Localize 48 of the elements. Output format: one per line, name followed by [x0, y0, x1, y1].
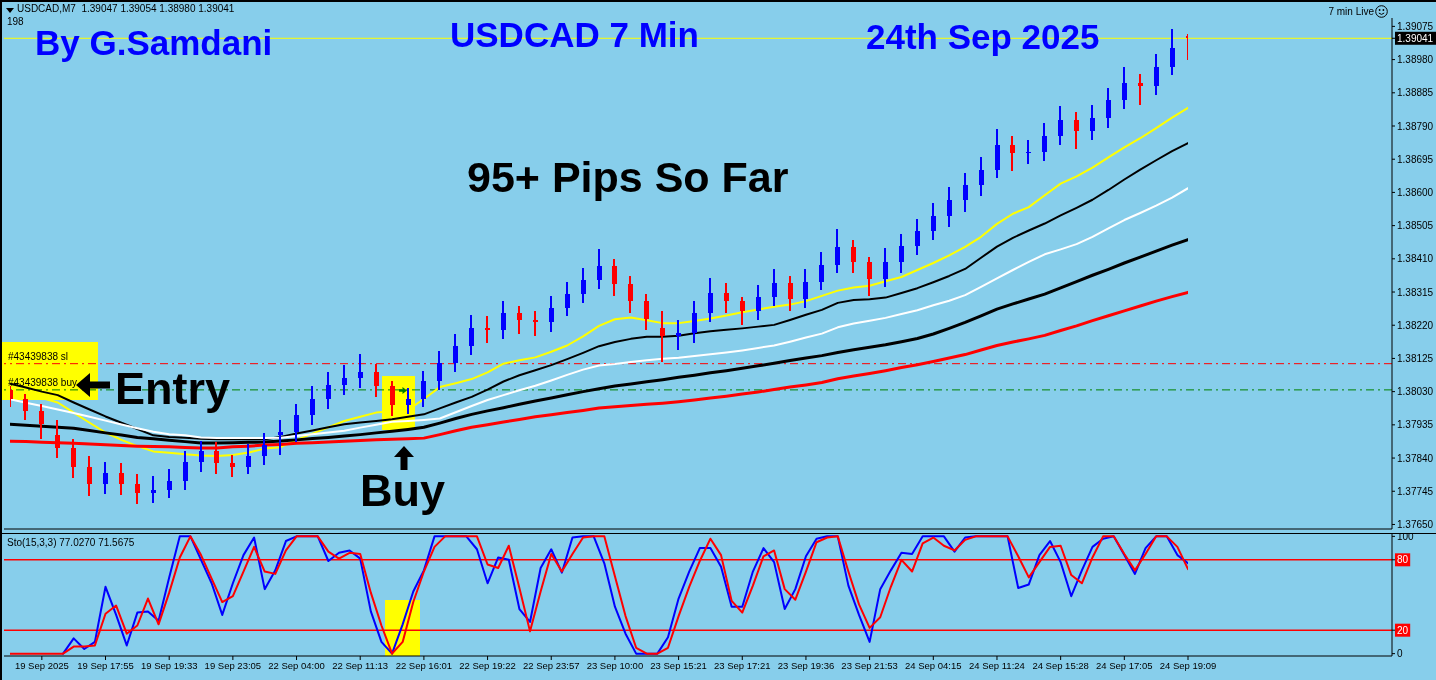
x-tick-label: 24 Sep 04:15 — [905, 659, 962, 671]
ref-line-label: #43439838 buy — [8, 376, 77, 388]
annotation: Entry — [115, 363, 231, 414]
x-tick-label: 23 Sep 17:21 — [714, 659, 771, 671]
x-tick-label: 19 Sep 23:05 — [204, 659, 262, 671]
y-tick-label: 1.38125 — [1397, 352, 1434, 364]
y-tick-label: 1.38695 — [1397, 153, 1434, 165]
y-tick-label: 1.38030 — [1397, 386, 1434, 398]
x-tick-label: 24 Sep 17:05 — [1096, 659, 1153, 671]
x-tick-label: 22 Sep 16:01 — [395, 659, 453, 671]
x-tick-label: 23 Sep 19:36 — [777, 659, 835, 671]
x-tick-label: 19 Sep 17:55 — [77, 659, 134, 671]
x-tick-label: 22 Sep 19:22 — [459, 659, 516, 671]
y-tick-label: 1.37935 — [1397, 419, 1434, 431]
x-tick-label: 24 Sep 19:09 — [1159, 659, 1217, 671]
x-tick-label: 24 Sep 15:28 — [1032, 659, 1089, 671]
x-tick-label: 24 Sep 11:24 — [969, 659, 1025, 671]
x-tick-label: 23 Sep 21:53 — [841, 659, 898, 671]
y-tick-label: 80 — [1397, 554, 1409, 566]
y-tick-label: 1.37840 — [1397, 452, 1434, 464]
x-tick-label: 19 Sep 19:33 — [140, 659, 198, 671]
ref-line-label: #43439838 sl — [8, 350, 69, 362]
x-tick-label: 22 Sep 11:13 — [332, 659, 389, 671]
y-tick-label: 1.38410 — [1397, 253, 1434, 265]
y-tick-label: 20 — [1397, 624, 1409, 636]
y-tick-label: 1.38600 — [1397, 186, 1434, 198]
x-tick-label: 22 Sep 04:00 — [268, 659, 325, 671]
y-tick-label: 1.39041 — [1397, 32, 1434, 44]
y-tick-label: 1.38790 — [1397, 120, 1434, 132]
y-tick-label: 1.37745 — [1397, 485, 1434, 497]
x-tick-label: 23 Sep 10:00 — [586, 659, 644, 671]
x-tick-label: 23 Sep 15:21 — [650, 659, 707, 671]
y-tick-label: 1.38505 — [1397, 220, 1434, 232]
annotation: 95+ Pips So Far — [467, 153, 789, 201]
y-tick-label: 1.38315 — [1397, 286, 1434, 298]
x-tick-label: 19 Sep 2025 — [14, 659, 69, 671]
y-tick-label: 1.38885 — [1397, 87, 1434, 99]
annotation: 198 — [7, 16, 24, 27]
chart-subtitle: USDCAD,M7 1.39047 1.39054 1.38980 1.39041 — [17, 3, 235, 14]
text: 7 min Live — [1328, 6, 1374, 17]
y-tick-label: 1.38220 — [1397, 319, 1434, 331]
y-tick-label: 1.37650 — [1397, 518, 1434, 530]
y-tick-label: 1.39075 — [1397, 20, 1434, 32]
y-tick-label: 1.38980 — [1397, 54, 1434, 66]
annotation: Buy — [360, 465, 446, 516]
chart-title: Sto(15,3,3) 77.0270 71.5675 — [7, 537, 135, 548]
y-tick-label: 0 — [1397, 648, 1403, 660]
x-tick-label: 22 Sep 23:57 — [522, 659, 580, 671]
